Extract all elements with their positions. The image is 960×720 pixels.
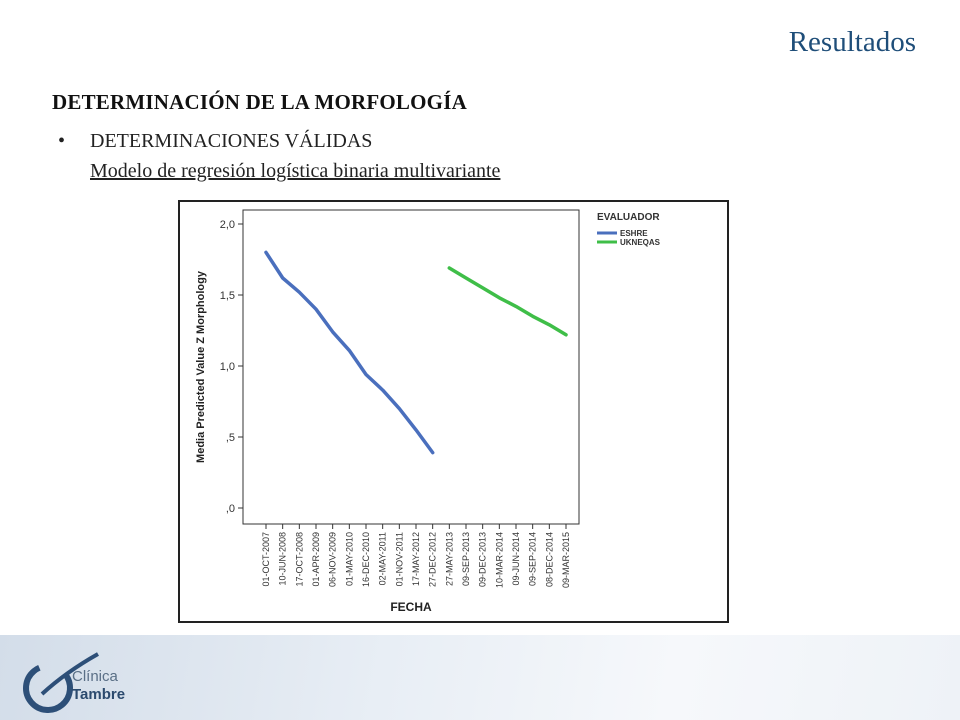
x-tick-label: 09-SEP-2014 [528, 532, 538, 586]
x-tick-label: 27-MAY-2013 [444, 532, 454, 586]
y-tick-label: 2,0 [220, 219, 235, 231]
x-tick-label: 17-MAY-2012 [411, 532, 421, 586]
y-tick-label: 1,5 [220, 290, 235, 302]
chart-frame: 2,0 1,5 1,0 ,5 ,0 01-OCT-2007 10-JUN-2008 17-OC… [178, 200, 729, 623]
bullet-marker: • [58, 130, 66, 152]
y-tick-label: 1,0 [220, 361, 235, 373]
x-tick-label: 01-MAY-2010 [344, 532, 354, 586]
x-tick-label: 09-JUN-2014 [511, 532, 521, 586]
legend-title: EVALUADOR [597, 212, 660, 223]
x-tick-label: 09-MAR-2015 [561, 532, 571, 588]
y-tick-label: ,5 [226, 432, 235, 444]
logo-text-clinica: Clínica [72, 668, 118, 685]
x-tick-label: 02-MAY-2011 [378, 532, 388, 585]
series-line-ukneqas [447, 266, 568, 337]
y-axis-label: Media Predicted Value Z Morphology [195, 270, 207, 463]
bullet-subtext: Modelo de regresión logística binaria mu… [90, 160, 501, 182]
x-tick-label: 09-DEC-2013 [478, 532, 488, 587]
bullet-text: DETERMINACIONES VÁLIDAS [90, 130, 373, 152]
y-tick-label: ,0 [226, 503, 235, 515]
logo-text-tambre: Tambre [72, 686, 126, 703]
legend-label-ukneqas: UKNEQAS [620, 238, 661, 247]
x-tick-label: 08-DEC-2014 [544, 532, 554, 587]
x-tick-label: 27-DEC-2012 [428, 532, 438, 587]
x-tick-label: 01-OCT-2007 [261, 532, 271, 587]
x-tick-label: 10-JUN-2008 [278, 532, 288, 586]
x-tick-label: 16-DEC-2010 [361, 532, 371, 587]
section-heading: DETERMINACIÓN DE LA MORFOLOGÍA [52, 90, 467, 114]
x-tick-label: 10-MAR-2014 [494, 532, 504, 588]
slide-title: Resultados [788, 26, 916, 58]
legend-label-eshre: ESHRE [620, 229, 648, 238]
x-tick-label: 01-APR-2009 [311, 532, 321, 587]
x-tick-label: 01-NOV-2011 [394, 532, 404, 586]
line-chart: 2,0 1,5 1,0 ,5 ,0 01-OCT-2007 10-JUN-2008 17-OC… [195, 209, 661, 614]
x-axis-label: FECHA [390, 600, 432, 614]
x-tick-label: 17-OCT-2008 [294, 532, 304, 587]
clinic-logo-icon [23, 652, 99, 713]
plot-area [242, 209, 580, 525]
footer-band [0, 635, 960, 720]
series-line-eshre [264, 250, 435, 455]
x-tick-label: 06-NOV-2009 [328, 532, 338, 587]
x-tick-label: 09-SEP-2013 [461, 532, 471, 586]
